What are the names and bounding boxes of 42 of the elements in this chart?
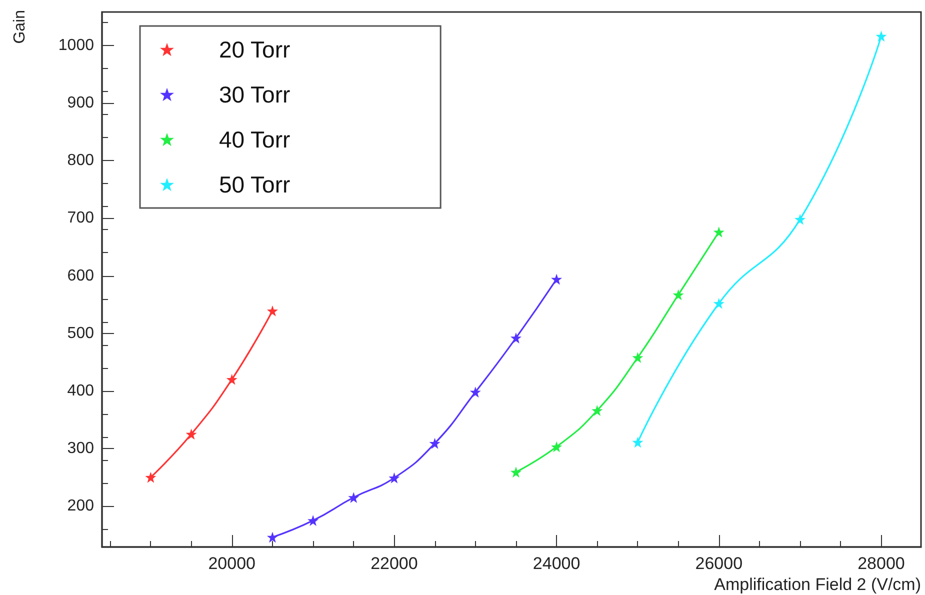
y-tick-label: 1000: [58, 36, 94, 54]
point: [470, 386, 481, 398]
point: [510, 332, 522, 344]
point: [308, 515, 319, 526]
point: [794, 214, 806, 225]
point: [348, 492, 360, 503]
x-tick-label: 20000: [208, 554, 256, 573]
point: [551, 274, 562, 285]
x-axis-title: Amplification Field 2 (V/cm): [714, 575, 921, 594]
legend-label: 40 Torr: [219, 126, 291, 152]
point: [145, 472, 156, 483]
point: [713, 226, 724, 238]
point: [266, 305, 278, 316]
x-tick-label: 24000: [532, 554, 580, 573]
legend-label: 30 Torr: [219, 82, 291, 108]
point: [876, 30, 887, 42]
point: [632, 352, 644, 364]
legend-label: 20 Torr: [219, 36, 291, 62]
y-tick-label: 600: [67, 267, 94, 284]
point: [388, 472, 400, 484]
point: [266, 532, 278, 543]
y-tick-label: 800: [67, 152, 94, 170]
y-tick-label: 500: [67, 324, 94, 342]
point: [429, 438, 440, 449]
y-tick-label: 300: [67, 440, 94, 458]
point: [186, 428, 197, 440]
point: [632, 436, 644, 448]
y-tick-label: 400: [67, 382, 94, 400]
y-tick-label: 200: [67, 498, 94, 515]
point: [672, 289, 684, 300]
y-tick-label: 700: [67, 210, 94, 227]
point: [551, 441, 562, 452]
x-tick-label: 22000: [370, 554, 418, 573]
y-axis-title: Gain: [12, 10, 28, 44]
point: [713, 298, 724, 309]
x-tick-label: 26000: [695, 554, 743, 573]
point: [226, 374, 238, 385]
x-tick-label: 28000: [858, 554, 905, 573]
legend-label: 50 Torr: [219, 172, 291, 198]
point: [510, 466, 522, 478]
point: [592, 405, 603, 416]
y-tick-label: 900: [67, 94, 94, 112]
